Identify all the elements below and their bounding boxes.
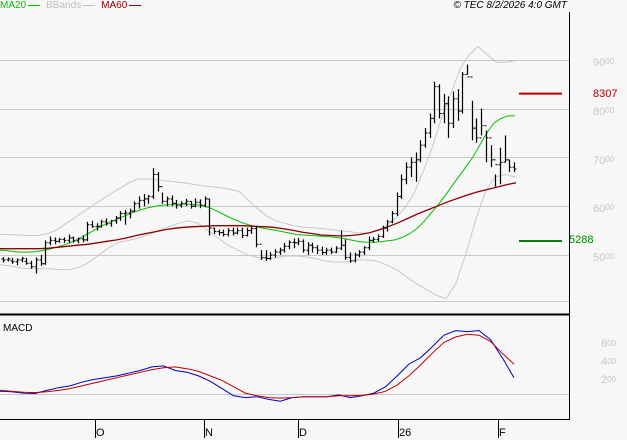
legend: MA20 BBands MA60 xyxy=(0,0,147,12)
resistance-label: 8307 xyxy=(593,88,618,100)
macd-lines xyxy=(0,330,515,402)
price-label-8000: 8000 xyxy=(593,106,615,118)
bollinger-bands xyxy=(0,45,516,300)
price-label-9000: 9000 xyxy=(593,57,615,69)
legend-ma20: MA20 xyxy=(0,0,46,12)
copyright-timestamp: © TEC 8/2/2026 4:0 GMT xyxy=(453,0,567,11)
x-label-nov: N xyxy=(205,427,213,439)
price-label-6000: 6000 xyxy=(593,203,615,215)
legend-bbands: BBands xyxy=(46,0,101,12)
support-resistance-lines xyxy=(519,92,562,242)
x-label-dec: D xyxy=(299,427,307,439)
ohlc-bars xyxy=(1,64,517,274)
macd-label-400: 400 xyxy=(601,356,617,368)
x-label-oct: O xyxy=(96,427,105,439)
x-label-2026: 26 xyxy=(399,427,412,439)
moving-averages xyxy=(0,115,517,253)
price-gridlines xyxy=(0,60,569,395)
x-label-feb: F xyxy=(499,427,506,439)
support-label: 5288 xyxy=(569,234,594,246)
price-label-7000: 7000 xyxy=(593,155,615,167)
price-label-5000: 5000 xyxy=(593,252,615,264)
macd-label-600: 600 xyxy=(601,338,617,350)
legend-ma60: MA60 xyxy=(101,0,147,12)
macd-label-200: 200 xyxy=(601,374,617,386)
x-axis-ticks xyxy=(95,420,499,438)
macd-title: MACD xyxy=(3,323,33,334)
